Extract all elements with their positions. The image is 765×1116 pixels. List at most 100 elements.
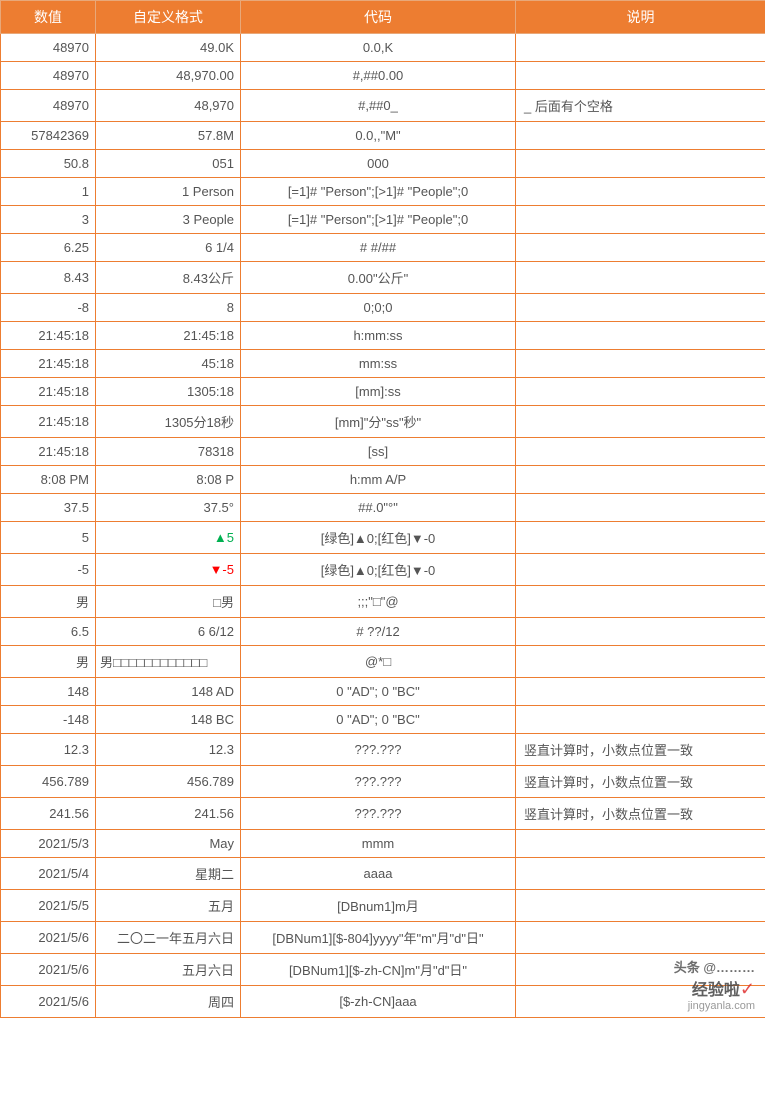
header-note: 说明 [516,1,765,34]
cell-format: 二〇二一年五月六日 [96,922,241,954]
cell-code: ???.??? [241,734,516,766]
table-row: 12.312.3???.???竖直计算时，小数点位置一致 [1,734,765,766]
cell-note [516,618,765,646]
cell-format: 48,970.00 [96,62,241,90]
cell-note [516,522,765,554]
cell-format: 148 BC [96,706,241,734]
cell-format: 6 6/12 [96,618,241,646]
header-code: 代码 [241,1,516,34]
table-row: 8:08 PM8:08 Ph:mm A/P [1,466,765,494]
cell-format: 五月 [96,890,241,922]
cell-code: [mm]"分"ss"秒" [241,406,516,438]
cell-value: 241.56 [1,798,96,830]
cell-note: 竖直计算时，小数点位置一致 [516,798,765,830]
table-row: 21:45:1845:18mm:ss [1,350,765,378]
cell-code: 0.00"公斤" [241,262,516,294]
cell-value: 148 [1,678,96,706]
cell-note [516,178,765,206]
cell-format: 78318 [96,438,241,466]
cell-note [516,34,765,62]
cell-value: 2021/5/5 [1,890,96,922]
cell-value: 12.3 [1,734,96,766]
table-row: 241.56241.56???.???竖直计算时，小数点位置一致 [1,798,765,830]
cell-value: -8 [1,294,96,322]
cell-note [516,122,765,150]
cell-value: 2021/5/3 [1,830,96,858]
table-row: -5▼-5[绿色]▲0;[红色]▼-0 [1,554,765,586]
table-row: 11 Person[=1]# "Person";[>1]# "People";0 [1,178,765,206]
table-row: 5▲5[绿色]▲0;[红色]▼-0 [1,522,765,554]
cell-note [516,830,765,858]
cell-code: [=1]# "Person";[>1]# "People";0 [241,206,516,234]
cell-code: 000 [241,150,516,178]
cell-format: 8.43公斤 [96,262,241,294]
table-row: 37.537.5°##.0"°" [1,494,765,522]
cell-note [516,466,765,494]
cell-value: 8.43 [1,262,96,294]
cell-format: 21:45:18 [96,322,241,350]
cell-value: 6.5 [1,618,96,646]
cell-format: 148 AD [96,678,241,706]
cell-value: 8:08 PM [1,466,96,494]
cell-code: ???.??? [241,798,516,830]
cell-note: 竖直计算时，小数点位置一致 [516,734,765,766]
table-row: 2021/5/5五月[DBnum1]m月 [1,890,765,922]
cell-format: 3 People [96,206,241,234]
cell-code: #,##0.00 [241,62,516,90]
table-row: 456.789456.789???.???竖直计算时，小数点位置一致 [1,766,765,798]
cell-format: 周四 [96,986,241,1018]
cell-note [516,586,765,618]
cell-note [516,554,765,586]
cell-code: mm:ss [241,350,516,378]
cell-code: aaaa [241,858,516,890]
cell-code: #,##0_ [241,90,516,122]
cell-format: 1305:18 [96,378,241,406]
cell-value: 5 [1,522,96,554]
cell-code: [ss] [241,438,516,466]
cell-note [516,150,765,178]
cell-format: May [96,830,241,858]
table-row: -880;0;0 [1,294,765,322]
cell-note [516,922,765,954]
cell-value: 男 [1,586,96,618]
cell-value: 21:45:18 [1,350,96,378]
cell-note [516,206,765,234]
table-row: 4897048,970#,##0__ 后面有个空格 [1,90,765,122]
cell-code: 0 "AD"; 0 "BC" [241,678,516,706]
cell-note [516,262,765,294]
cell-format: 8:08 P [96,466,241,494]
cell-format: ▼-5 [96,554,241,586]
cell-note [516,494,765,522]
cell-value: 57842369 [1,122,96,150]
cell-note [516,646,765,678]
cell-note [516,890,765,922]
table-row: 21:45:1878318[ss] [1,438,765,466]
table-row: 男□男;;;"□"@ [1,586,765,618]
cell-value: 21:45:18 [1,378,96,406]
cell-format: 12.3 [96,734,241,766]
cell-code: # #/## [241,234,516,262]
cell-code: @*□ [241,646,516,678]
cell-note [516,350,765,378]
cell-note [516,62,765,90]
table-row: 2021/5/6周四[$-zh-CN]aaa [1,986,765,1018]
cell-value: -5 [1,554,96,586]
table-row: 2021/5/4星期二aaaa [1,858,765,890]
cell-value: 21:45:18 [1,438,96,466]
table-row: 男男□□□□□□□□□□□□@*□ [1,646,765,678]
cell-note [516,234,765,262]
cell-value: 48970 [1,90,96,122]
table-row: 8.438.43公斤0.00"公斤" [1,262,765,294]
cell-format: 男□□□□□□□□□□□□ [96,646,241,678]
cell-code: [$-zh-CN]aaa [241,986,516,1018]
table-row: 50.8051000 [1,150,765,178]
cell-note: 竖直计算时，小数点位置一致 [516,766,765,798]
cell-note [516,322,765,350]
cell-format: 051 [96,150,241,178]
cell-code: [DBNum1][$-804]yyyy"年"m"月"d"日" [241,922,516,954]
cell-code: [DBnum1]m月 [241,890,516,922]
cell-note [516,986,765,1018]
cell-format: 48,970 [96,90,241,122]
table-row: 6.256 1/4# #/## [1,234,765,262]
table-row: 2021/5/3Maymmm [1,830,765,858]
